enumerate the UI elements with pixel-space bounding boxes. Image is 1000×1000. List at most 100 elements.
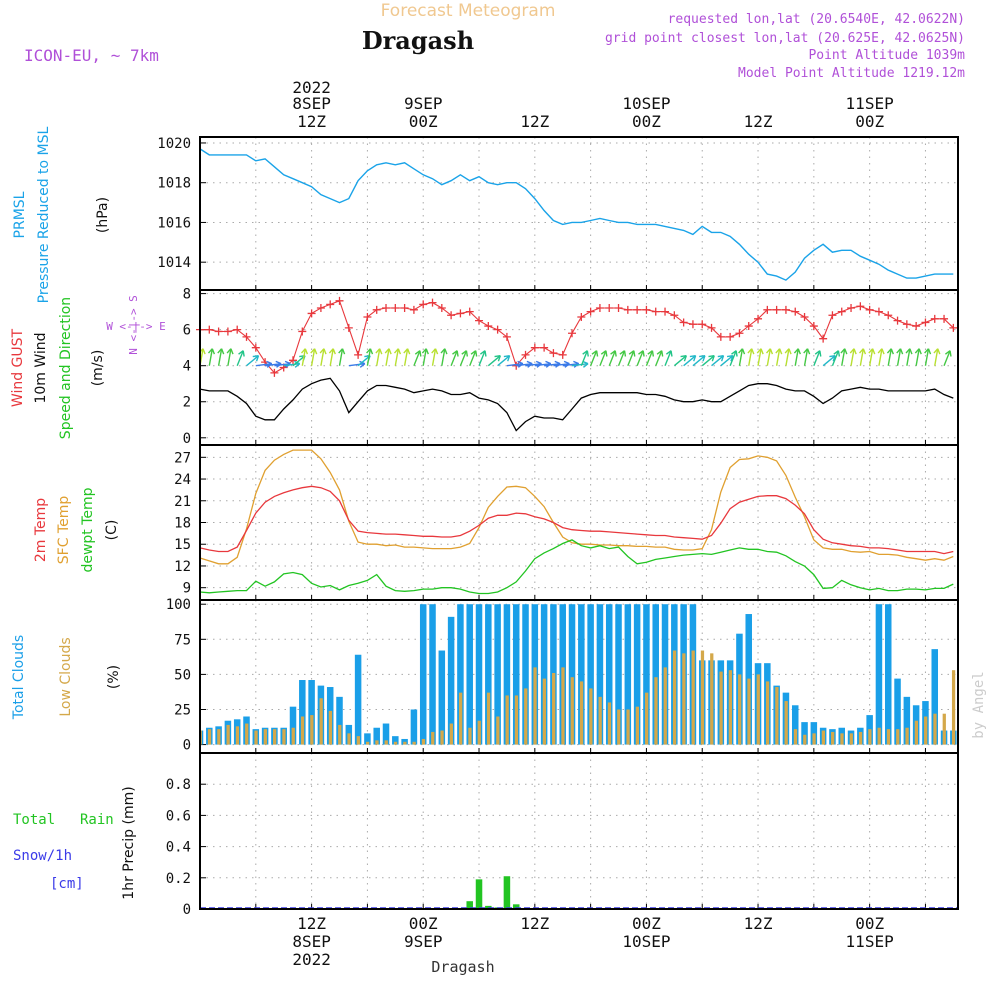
low-cloud-bar [207, 729, 212, 745]
wind-arrow [841, 348, 846, 366]
total-cloud-bar [475, 604, 483, 745]
wind-arrow [366, 348, 372, 366]
bottom-date-label: 11SEP [846, 932, 894, 951]
total-cloud-bar [884, 604, 892, 745]
low-cloud-bar [840, 733, 844, 745]
wind-arrow [450, 350, 458, 366]
dewpt-line [199, 539, 954, 595]
clouds-side-labels: Total Clouds Low Clouds (%) [11, 635, 122, 720]
bottom-hour-label: 00Z [409, 914, 438, 933]
wind-arrow [292, 355, 306, 367]
low-cloud-bar [552, 672, 556, 745]
wind-arrow [738, 348, 744, 366]
wind-arrow [320, 348, 325, 366]
low-cloud-bar [812, 733, 816, 745]
wind-arrow [664, 350, 672, 366]
wind-arrow [822, 355, 836, 367]
wind-arrow-head [699, 355, 706, 362]
total-cloud-bar [643, 604, 650, 745]
gust-marker [772, 305, 781, 314]
wind-arrow [469, 350, 477, 366]
wind-arrow-head [933, 348, 941, 355]
panel-border [199, 136, 959, 291]
wind-arrow-head [793, 348, 801, 355]
gust-marker [437, 304, 446, 313]
y-tick-label: 50 [174, 667, 191, 683]
wind-arrow-head [300, 348, 309, 355]
gust-marker [800, 313, 809, 322]
low-cloud-bar [226, 724, 230, 745]
wind-arrow [868, 348, 874, 366]
wind-arrow [887, 348, 892, 366]
gust-marker [307, 309, 316, 318]
low-cloud-bar [942, 713, 946, 745]
wind-arrow [627, 350, 635, 366]
low-cloud-bar [924, 716, 928, 745]
wind-arrow [711, 355, 724, 367]
requested-coords: requested lon,lat (20.6540E, 42.0622N) [668, 12, 965, 27]
total-cloud-bar [447, 616, 455, 745]
total-cloud-bar [429, 604, 436, 745]
gust-marker [809, 322, 818, 331]
wind-arrow-head [403, 348, 411, 355]
wind-arrow [748, 348, 753, 366]
low-cloud-bar [626, 709, 630, 745]
wind-arrow-head [440, 348, 448, 355]
gust-marker [447, 311, 456, 320]
top-hour-label: 00Z [409, 112, 438, 131]
gust-marker [902, 320, 911, 329]
pressure-unit: (hPa) [95, 197, 111, 233]
wind-arrow [775, 348, 781, 366]
wind-arrow-head [833, 350, 841, 357]
gust-marker [856, 302, 865, 311]
clouds-unit: (%) [106, 665, 122, 689]
low-cloud-bar [459, 692, 463, 745]
temp-side-labels: 2m Temp SFC Temp dewpt Temp (C) [33, 487, 120, 572]
total-cloud-bar [587, 604, 594, 745]
wind-arrow [859, 348, 865, 366]
total-cloud-bar [392, 736, 399, 745]
wind-compass-ns: N <-|-> S [127, 295, 140, 355]
wind-arrow [729, 350, 737, 366]
wind-arrow-head [680, 355, 687, 362]
low-cloud-bar [719, 671, 723, 745]
wind-arrow [906, 348, 911, 366]
wind-arrow [208, 348, 213, 366]
wind-panel: 0 2 4 6 8 [183, 287, 959, 447]
gust-marker [633, 305, 642, 314]
wind-arrow [655, 350, 663, 366]
gust-marker [623, 305, 632, 314]
wind-arrow-head [775, 348, 783, 355]
wind-side-labels: Wind GUST 10m Wind Speed and Direction (… [10, 295, 166, 439]
gust-marker [865, 305, 874, 314]
rain-bar [503, 876, 511, 909]
wind-arrow [497, 355, 511, 367]
total-cloud-bar [633, 604, 641, 745]
low-cloud-bar [654, 677, 658, 745]
low-cloud-bar [328, 710, 333, 745]
low-cloud-bar [672, 650, 677, 745]
low-cloud-bar [440, 730, 444, 745]
gust-marker [754, 314, 763, 323]
precip-label-cm: [cm] [50, 876, 84, 892]
wind-arrow-head [384, 348, 392, 355]
gust-marker [475, 316, 484, 325]
top-date-label: 8SEP [292, 94, 331, 113]
y-tick-label: 27 [174, 450, 191, 466]
wind-arrow-head [944, 350, 952, 357]
total-cloud-bar [596, 604, 604, 745]
low-cloud-bar [598, 696, 602, 745]
wind-arrow-head [803, 348, 811, 355]
y-tick-label: 1018 [157, 176, 191, 192]
wind-arrow-head [252, 355, 260, 362]
low-cloud-bar [496, 716, 500, 745]
wind-arrow [487, 355, 501, 367]
gust-marker [884, 311, 893, 320]
low-cloud-bar [821, 730, 826, 745]
wind-arrow-head [628, 350, 636, 357]
low-cloud-bar [700, 650, 705, 745]
wind-arrow [915, 348, 920, 366]
wind-arrow-head [689, 355, 697, 362]
wind-arrow-head [207, 348, 216, 355]
